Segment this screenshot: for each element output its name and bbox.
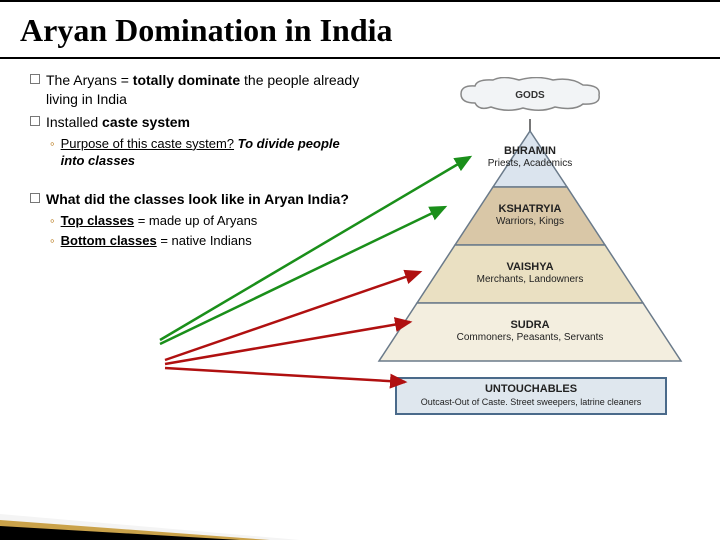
text-bold-under: Top classes [61,213,134,228]
pyramid-wrap: GODS BHRAMIN Priests, Academics KSHATRYI… [365,71,695,431]
text: = native Indians [157,233,252,248]
tier-desc: Commoners, Peasants, Servants [365,332,695,344]
tier-name: SUDRA [365,319,695,332]
tier-2-label: KSHATRYIA Warriors, Kings [365,203,695,227]
bullet-box-icon [30,116,40,126]
text-under: Purpose of this caste system? [61,136,234,151]
tier-name: BHRAMIN [365,145,695,158]
tier-3-label: VAISHYA Merchants, Landowners [365,261,695,285]
bullet-box-icon [30,193,40,203]
tier-desc: Merchants, Landowners [365,274,695,286]
spacer [30,172,360,190]
sub-marker-icon: ◦ [50,233,55,250]
bullet-3-sub-1-text: Top classes = made up of Aryans [61,213,258,230]
text-bold-under: Bottom classes [61,233,157,248]
bullet-3-text: What did the classes look like in Aryan … [46,190,349,209]
text: = made up of Aryans [134,213,257,228]
text-bold: caste system [102,114,190,130]
bullet-2-sub: ◦ Purpose of this caste system? To divid… [50,136,360,170]
bullet-3-sub-2-text: Bottom classes = native Indians [61,233,252,250]
bullet-1-text: The Aryans = totally dominate the people… [46,71,360,109]
slide-title: Aryan Domination in India [0,2,720,59]
bullet-2-text: Installed caste system [46,113,190,132]
text-bold: totally dominate [133,72,244,88]
bullet-2: Installed caste system [30,113,360,132]
content-area: The Aryans = totally dominate the people… [0,59,720,451]
bullet-2-sub-text: Purpose of this caste system? To divide … [61,136,360,170]
left-text-column: The Aryans = totally dominate the people… [30,71,360,451]
bullet-1: The Aryans = totally dominate the people… [30,71,360,109]
gods-label: GODS [455,77,605,113]
text: Installed [46,114,102,130]
sub-marker-icon: ◦ [50,213,55,230]
bullet-3: What did the classes look like in Aryan … [30,190,360,209]
decorative-wedge [0,480,300,540]
tier-desc: Priests, Academics [365,158,695,170]
tier-name: VAISHYA [365,261,695,274]
tier-name: KSHATRYIA [365,203,695,216]
tier-5-box: UNTOUCHABLES Outcast-Out of Caste. Stree… [395,377,667,415]
tier-desc: Warriors, Kings [365,216,695,228]
gods-cloud: GODS [455,77,605,113]
bullet-3-sub-2: ◦ Bottom classes = native Indians [50,233,360,250]
tier-name: UNTOUCHABLES [397,383,665,397]
tier-1-label: BHRAMIN Priests, Academics [365,145,695,169]
bullet-3-sub-1: ◦ Top classes = made up of Aryans [50,213,360,230]
tier-desc: Outcast-Out of Caste. Street sweepers, l… [397,397,665,408]
bullet-box-icon [30,74,40,84]
tier-4-label: SUDRA Commoners, Peasants, Servants [365,319,695,343]
pyramid-diagram: GODS BHRAMIN Priests, Academics KSHATRYI… [360,71,700,451]
sub-marker-icon: ◦ [50,136,55,170]
text: The Aryans = [46,72,133,88]
